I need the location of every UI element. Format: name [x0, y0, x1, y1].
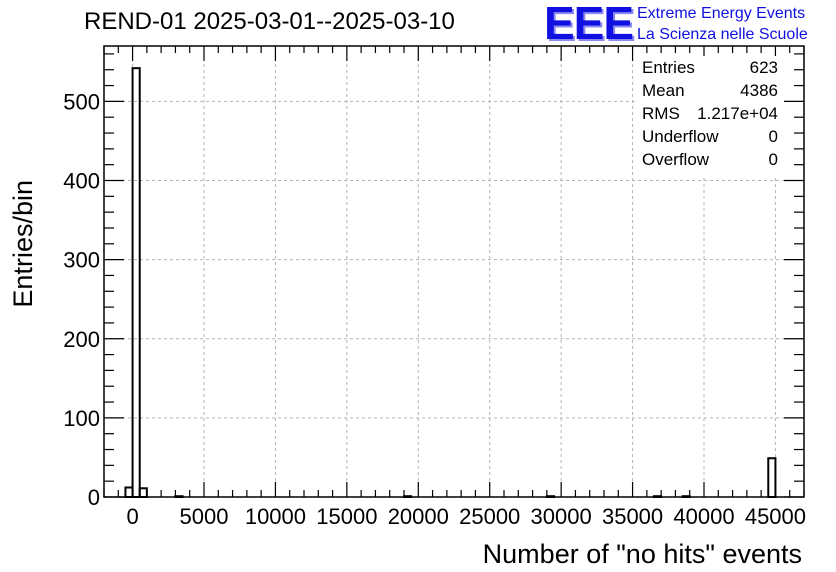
stat-row-underflow: Underflow 0 — [636, 125, 784, 148]
stat-label: Overflow — [642, 150, 710, 169]
histogram-bar — [131, 67, 141, 498]
stat-row-overflow: Overflow 0 — [636, 148, 784, 171]
y-tick-label: 300 — [63, 248, 100, 273]
x-tick-label: 45000 — [745, 504, 806, 529]
stat-value: 0 — [768, 150, 778, 169]
x-tick-label: 5000 — [180, 504, 229, 529]
stat-value: 4386 — [740, 81, 778, 100]
histogram-bar — [767, 457, 777, 499]
eee-logo-mark: EEE — [544, 0, 634, 49]
y-axis-label: Entries/bin — [8, 180, 38, 308]
chart-title: REND-01 2025-03-01--2025-03-10 — [84, 8, 455, 35]
x-tick-label: 15000 — [316, 504, 377, 529]
y-tick-label: 500 — [63, 89, 100, 114]
axes-box — [103, 45, 805, 498]
x-tick-label: 25000 — [459, 504, 520, 529]
y-tick-label: 0 — [88, 485, 100, 510]
x-tick-label: 40000 — [673, 504, 734, 529]
stat-label: RMS — [642, 104, 680, 123]
stats-box: Entries 623 Mean 4386 RMS 1.217e+04 Unde… — [636, 56, 784, 176]
logo-line-1: Extreme Energy Events — [637, 5, 806, 22]
y-tick-label: 400 — [63, 169, 100, 194]
x-tick-label: 30000 — [531, 504, 592, 529]
stat-label: Mean — [642, 81, 685, 100]
histogram-bar — [138, 487, 148, 498]
stat-label: Underflow — [642, 127, 719, 146]
x-tick-label: 20000 — [388, 504, 449, 529]
stat-row-rms: RMS 1.217e+04 — [636, 102, 784, 125]
plot-frame — [103, 45, 805, 498]
y-tick-label: 200 — [63, 327, 100, 352]
x-tick-label: 10000 — [245, 504, 306, 529]
axis-ticks — [103, 46, 805, 498]
x-tick-label: 35000 — [602, 504, 663, 529]
x-tick-label: 0 — [126, 504, 138, 529]
histogram-bar — [124, 486, 134, 498]
eee-logo: EEE Extreme Energy Events La Scienza nel… — [544, 0, 834, 49]
stat-row-mean: Mean 4386 — [636, 79, 784, 102]
stat-row-entries: Entries 623 — [636, 56, 784, 79]
y-tick-label: 100 — [63, 406, 100, 431]
stat-label: Entries — [642, 58, 695, 77]
logo-line-2: La Scienza nelle Scuole — [637, 26, 808, 43]
stat-value: 0 — [768, 127, 778, 146]
x-axis-label: Number of "no hits" events — [483, 539, 802, 569]
tick-labels: 0 5000 10000 15000 20000 25000 30000 35000 40000… — [63, 89, 806, 529]
stat-value: 1.217e+04 — [697, 104, 778, 123]
stat-value: 623 — [749, 58, 778, 77]
